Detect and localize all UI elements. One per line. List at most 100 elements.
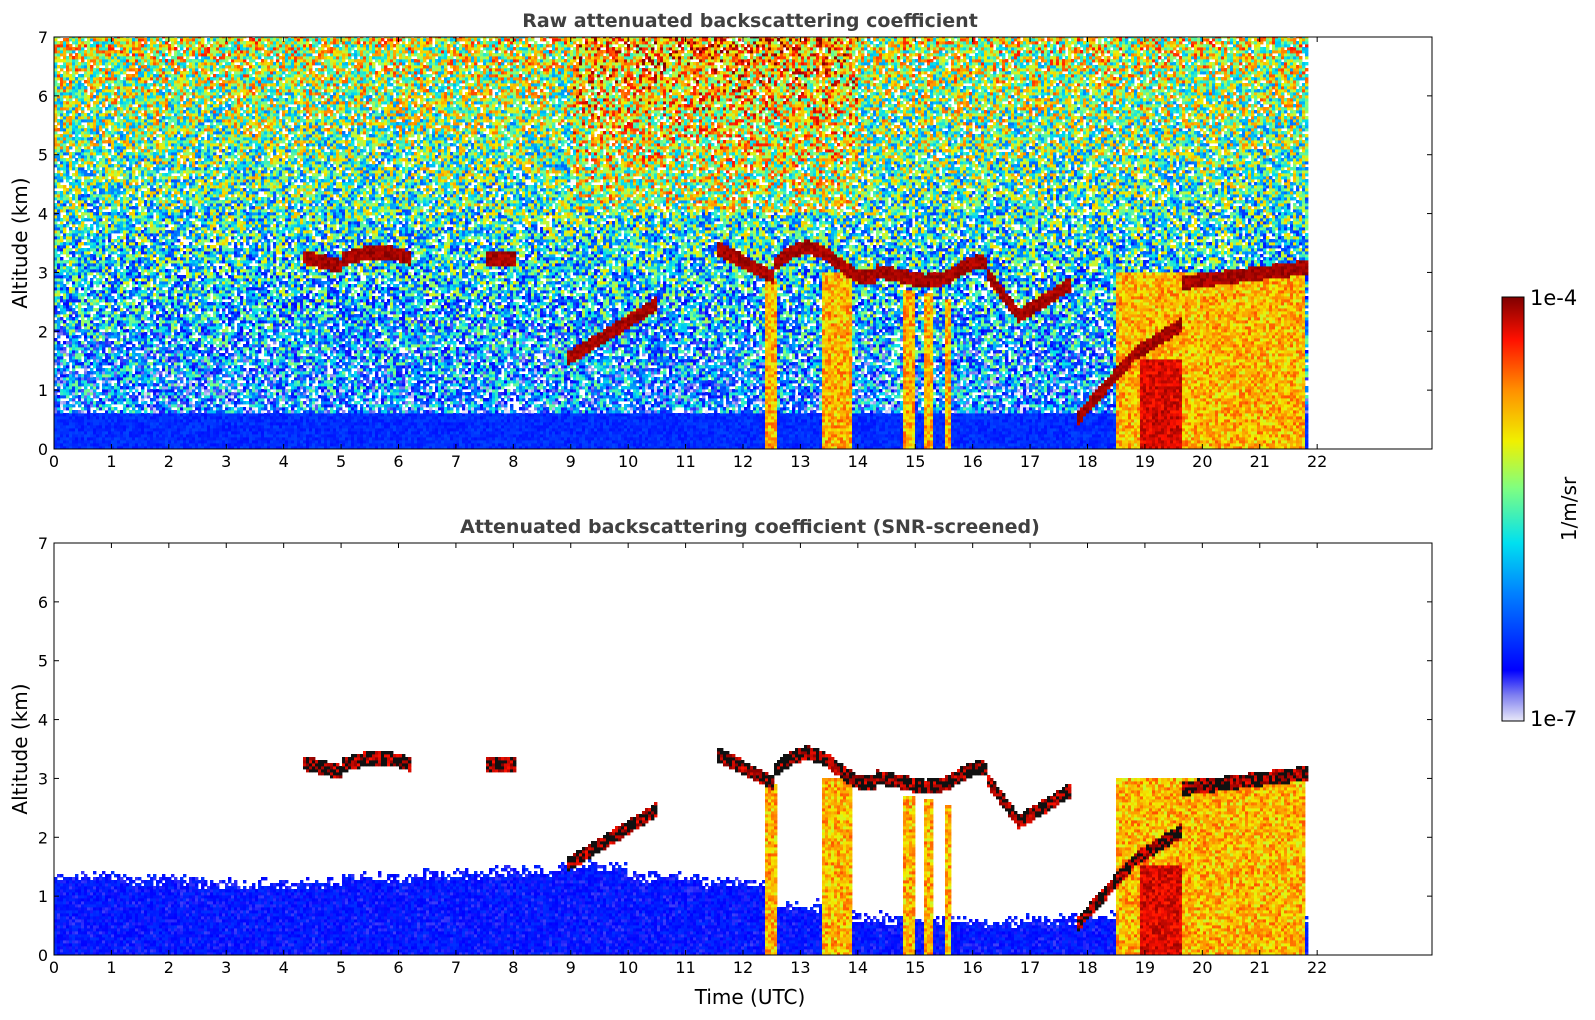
heatmap-cell bbox=[54, 38, 57, 41]
heatmap-cell bbox=[72, 62, 75, 65]
heatmap-cell bbox=[54, 224, 57, 227]
heatmap-cell bbox=[60, 113, 63, 116]
heatmap-cell bbox=[66, 149, 69, 152]
heatmap-cell bbox=[57, 443, 60, 446]
heatmap-cell bbox=[60, 83, 63, 86]
heatmap-cell bbox=[54, 428, 57, 431]
heatmap-cell bbox=[66, 254, 69, 257]
heatmap-cell bbox=[72, 263, 75, 266]
heatmap-cell bbox=[60, 275, 63, 278]
heatmap-cell bbox=[66, 221, 69, 224]
heatmap-cell bbox=[63, 365, 66, 368]
heatmap-cell bbox=[69, 320, 72, 323]
heatmap-cell bbox=[66, 62, 69, 65]
heatmap-cell bbox=[69, 143, 72, 146]
heatmap-cell bbox=[63, 191, 66, 194]
heatmap-cell bbox=[69, 404, 72, 407]
heatmap-cell bbox=[57, 119, 60, 122]
heatmap-cell bbox=[75, 272, 78, 275]
heatmap-cell bbox=[72, 425, 75, 428]
heatmap-cell bbox=[60, 191, 63, 194]
heatmap-cell bbox=[66, 38, 69, 41]
heatmap-cell bbox=[54, 443, 57, 446]
heatmap-cell bbox=[69, 332, 72, 335]
heatmap-cell bbox=[54, 296, 57, 299]
heatmap-cell bbox=[63, 77, 66, 80]
heatmap-cell bbox=[69, 356, 72, 359]
heatmap-cell bbox=[54, 347, 57, 350]
heatmap-cell bbox=[72, 188, 75, 191]
heatmap-cell bbox=[63, 41, 66, 44]
heatmap-cell bbox=[60, 428, 63, 431]
heatmap-cell bbox=[57, 263, 60, 266]
heatmap-cell bbox=[66, 305, 69, 308]
heatmap-cell bbox=[63, 386, 66, 389]
heatmap-cell bbox=[57, 254, 60, 257]
heatmap-cell bbox=[63, 152, 66, 155]
heatmap-cell bbox=[60, 248, 63, 251]
heatmap-cell bbox=[54, 44, 57, 47]
heatmap-cell bbox=[63, 92, 66, 95]
heatmap-cell bbox=[63, 434, 66, 437]
heatmap-cell bbox=[72, 212, 75, 215]
heatmap-cell bbox=[60, 224, 63, 227]
heatmap-cell bbox=[57, 365, 60, 368]
heatmap-cell bbox=[57, 422, 60, 425]
heatmap-cell bbox=[72, 410, 75, 413]
heatmap-cell bbox=[57, 71, 60, 74]
heatmap-cell bbox=[60, 425, 63, 428]
heatmap-cell bbox=[69, 383, 72, 386]
heatmap-cell bbox=[72, 347, 75, 350]
heatmap-cell bbox=[69, 104, 72, 107]
heatmap-cell bbox=[63, 314, 66, 317]
heatmap-cell bbox=[54, 329, 57, 332]
heatmap-cell bbox=[72, 269, 75, 272]
heatmap-cell bbox=[57, 398, 60, 401]
heatmap-cell bbox=[54, 221, 57, 224]
heatmap-cell bbox=[60, 68, 63, 71]
heatmap-cell bbox=[72, 206, 75, 209]
heatmap-cell bbox=[54, 416, 57, 419]
heatmap-cell bbox=[57, 416, 60, 419]
heatmap-cell bbox=[60, 116, 63, 119]
heatmap-cell bbox=[72, 287, 75, 290]
heatmap-cell bbox=[54, 101, 57, 104]
heatmap-cell bbox=[63, 362, 66, 365]
heatmap-cell bbox=[60, 401, 63, 404]
heatmap-cell bbox=[75, 377, 78, 380]
heatmap-cell bbox=[66, 242, 69, 245]
heatmap-cell bbox=[69, 260, 72, 263]
heatmap-cell bbox=[57, 65, 60, 68]
heatmap-cell bbox=[66, 146, 69, 149]
heatmap-cell bbox=[60, 203, 63, 206]
heatmap-cell bbox=[63, 113, 66, 116]
heatmap-cell bbox=[66, 176, 69, 179]
heatmap-cell bbox=[72, 89, 75, 92]
heatmap-cell bbox=[72, 140, 75, 143]
heatmap-cell bbox=[57, 290, 60, 293]
heatmap-cell bbox=[54, 281, 57, 284]
heatmap-cell bbox=[54, 242, 57, 245]
heatmap-cell bbox=[60, 86, 63, 89]
heatmap-cell bbox=[69, 137, 72, 140]
heatmap-cell bbox=[60, 98, 63, 101]
heatmap-cell bbox=[72, 284, 75, 287]
heatmap-cell bbox=[63, 119, 66, 122]
heatmap-cell bbox=[60, 404, 63, 407]
heatmap-cell bbox=[63, 146, 66, 149]
heatmap-cell bbox=[60, 263, 63, 266]
heatmap-cell bbox=[66, 374, 69, 377]
heatmap-cell bbox=[66, 71, 69, 74]
heatmap-cell bbox=[66, 260, 69, 263]
heatmap-cell bbox=[66, 218, 69, 221]
heatmap-cell bbox=[69, 257, 72, 260]
heatmap-cell bbox=[57, 344, 60, 347]
heatmap-cell bbox=[57, 215, 60, 218]
heatmap-cell bbox=[72, 329, 75, 332]
heatmap-cell bbox=[72, 422, 75, 425]
heatmap-cell bbox=[54, 440, 57, 443]
heatmap-cell bbox=[60, 167, 63, 170]
heatmap-cell bbox=[54, 56, 57, 59]
heatmap-cell bbox=[69, 242, 72, 245]
heatmap-cell bbox=[66, 92, 69, 95]
